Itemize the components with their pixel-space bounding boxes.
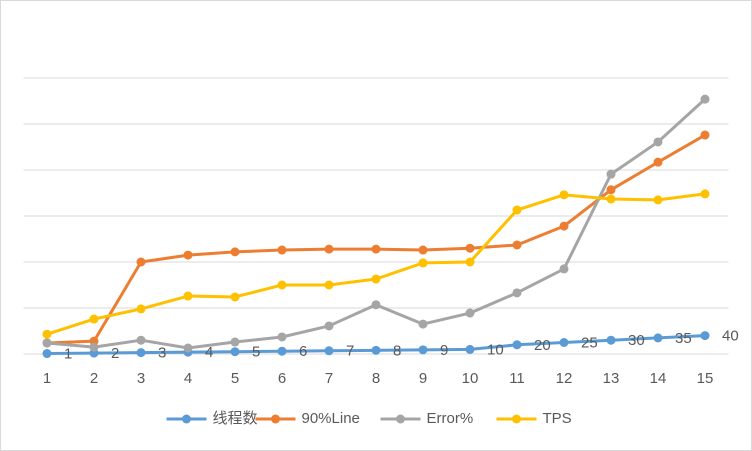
data-label: 8 bbox=[393, 342, 401, 359]
x-tick-label: 8 bbox=[372, 370, 380, 387]
data-point bbox=[653, 157, 663, 167]
data-label: 1 bbox=[64, 346, 72, 363]
data-point bbox=[183, 343, 193, 353]
data-point bbox=[559, 221, 569, 231]
data-point bbox=[230, 347, 240, 357]
x-tick-label: 3 bbox=[137, 370, 145, 387]
data-label: 10 bbox=[487, 341, 504, 358]
x-tick-label: 12 bbox=[556, 370, 573, 387]
data-point bbox=[700, 94, 710, 104]
data-point bbox=[136, 348, 146, 358]
x-tick-label: 7 bbox=[325, 370, 333, 387]
data-point bbox=[418, 258, 428, 268]
data-point bbox=[606, 185, 616, 195]
data-point bbox=[465, 308, 475, 318]
data-point bbox=[324, 280, 334, 290]
data-label: 4 bbox=[205, 344, 213, 361]
data-point bbox=[324, 321, 334, 331]
x-tick-label: 15 bbox=[697, 370, 714, 387]
data-point bbox=[230, 292, 240, 302]
x-tick-label: 13 bbox=[603, 370, 620, 387]
x-tick-label: 10 bbox=[462, 370, 479, 387]
data-label: 2 bbox=[111, 345, 119, 362]
data-point bbox=[700, 130, 710, 140]
data-point bbox=[371, 274, 381, 284]
data-point bbox=[512, 205, 522, 215]
x-tick-label: 1 bbox=[43, 370, 51, 387]
data-label: 20 bbox=[534, 337, 551, 354]
data-point bbox=[465, 257, 475, 267]
data-point bbox=[465, 243, 475, 253]
data-point bbox=[277, 332, 287, 342]
legend-label: 90%Line bbox=[302, 410, 360, 427]
data-point bbox=[653, 195, 663, 205]
data-point bbox=[42, 329, 52, 339]
data-label: 35 bbox=[675, 330, 692, 347]
legend-marker bbox=[182, 414, 191, 424]
data-point bbox=[559, 264, 569, 274]
x-tick-label: 14 bbox=[650, 370, 667, 387]
data-point bbox=[183, 250, 193, 260]
data-point bbox=[230, 247, 240, 257]
data-point bbox=[324, 244, 334, 254]
data-point bbox=[418, 319, 428, 329]
data-point bbox=[277, 346, 287, 356]
data-point bbox=[465, 344, 475, 354]
data-point bbox=[512, 240, 522, 250]
data-label: 30 bbox=[628, 332, 645, 349]
data-label: 9 bbox=[440, 342, 448, 359]
data-point bbox=[371, 244, 381, 254]
data-point bbox=[559, 190, 569, 200]
legend-label: Error% bbox=[427, 410, 474, 427]
data-point bbox=[653, 333, 663, 343]
data-label: 7 bbox=[346, 343, 354, 360]
data-label: 3 bbox=[158, 345, 166, 362]
legend-marker bbox=[396, 414, 405, 424]
data-point bbox=[136, 304, 146, 314]
data-point bbox=[700, 189, 710, 199]
data-point bbox=[418, 245, 428, 255]
legend-marker bbox=[512, 414, 521, 424]
data-point bbox=[512, 340, 522, 350]
x-tick-label: 2 bbox=[90, 370, 98, 387]
data-point bbox=[512, 288, 522, 298]
x-tick-label: 5 bbox=[231, 370, 239, 387]
data-point bbox=[136, 257, 146, 267]
data-point bbox=[606, 169, 616, 179]
data-point bbox=[136, 335, 146, 345]
data-label: 25 bbox=[581, 334, 598, 351]
data-point bbox=[42, 338, 52, 348]
data-point bbox=[606, 194, 616, 204]
data-point bbox=[371, 345, 381, 355]
x-tick-label: 4 bbox=[184, 370, 192, 387]
data-point bbox=[89, 314, 99, 324]
data-point bbox=[183, 291, 193, 301]
data-point bbox=[277, 280, 287, 290]
data-label: 5 bbox=[252, 344, 260, 361]
data-point bbox=[700, 331, 710, 341]
legend-label: 线程数 bbox=[213, 410, 258, 427]
legend-label: TPS bbox=[543, 410, 572, 427]
data-point bbox=[324, 346, 334, 356]
data-point bbox=[230, 337, 240, 347]
data-point bbox=[42, 349, 52, 359]
x-tick-label: 6 bbox=[278, 370, 286, 387]
data-point bbox=[89, 342, 99, 352]
data-label: 6 bbox=[299, 343, 307, 360]
data-point bbox=[277, 245, 287, 255]
data-point bbox=[653, 137, 663, 147]
legend-marker bbox=[271, 414, 280, 424]
data-label: 40 bbox=[722, 328, 739, 345]
x-tick-label: 11 bbox=[509, 370, 525, 387]
data-point bbox=[418, 345, 428, 355]
data-point bbox=[606, 335, 616, 345]
x-tick-label: 9 bbox=[419, 370, 427, 387]
data-point bbox=[559, 338, 569, 347]
data-point bbox=[371, 300, 381, 310]
